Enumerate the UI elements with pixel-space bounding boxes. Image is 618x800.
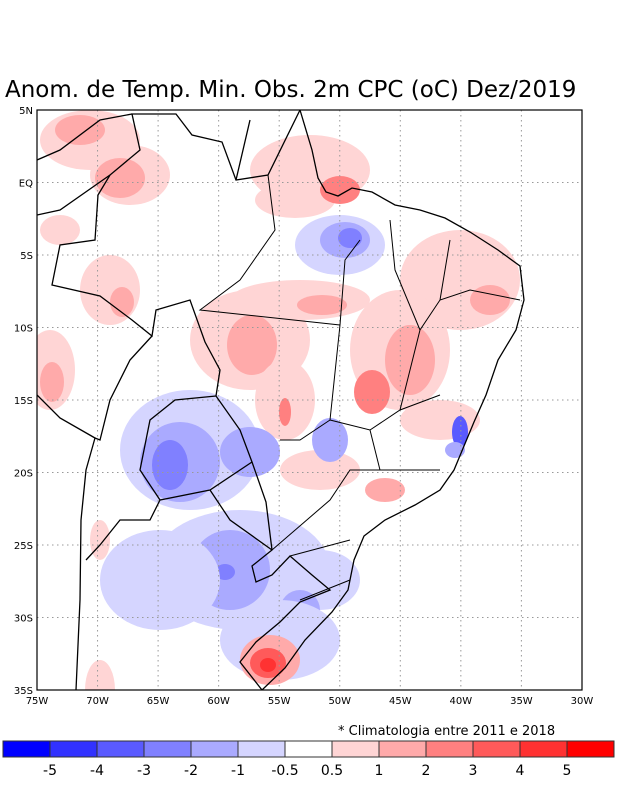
colorbar-swatch [190, 740, 239, 758]
anomaly-contour [220, 427, 280, 477]
anomaly-contour [80, 255, 140, 325]
map-title: Anom. de Temp. Min. Obs. 2m CPC (oC) Dez… [5, 77, 576, 103]
lat-tick-label: 25S [14, 541, 33, 552]
lon-tick-label: 40W [450, 696, 473, 707]
anomaly-contour [338, 228, 362, 248]
anomaly-contour [110, 287, 134, 317]
anomaly-contour [297, 295, 347, 315]
anomaly-contour [215, 564, 235, 580]
climatology-note: * Climatologia entre 2011 e 2018 [338, 724, 555, 739]
anomaly-contour [470, 285, 510, 315]
anomaly-contour [40, 215, 80, 245]
anomaly-contour [279, 398, 291, 426]
lon-tick-label: 55W [268, 696, 291, 707]
country-borders [37, 113, 273, 561]
lon-tick-label: 35W [510, 696, 533, 707]
colorbar-swatch [284, 740, 333, 758]
anomaly-contour [90, 520, 110, 560]
colorbar-swatch [96, 740, 145, 758]
anomaly-contour [95, 158, 145, 198]
lat-tick-label: 5N [19, 106, 33, 117]
colorbar-label: 0.5 [321, 763, 343, 779]
lat-tick-label: 35S [14, 686, 33, 697]
anomaly-contour [100, 530, 220, 630]
colorbar: -5 -4 -3 -2 -1 -0.5 0.5 1 2 3 4 5 [2, 740, 615, 779]
lon-tick-label: 45W [389, 696, 412, 707]
state-borders [198, 174, 521, 601]
lat-tick-label: 20S [14, 469, 33, 480]
anomaly-contour [40, 362, 64, 402]
lon-tick-label: 75W [26, 696, 49, 707]
anomaly-field [37, 110, 520, 690]
anomaly-contour [365, 478, 405, 502]
colorbar-swatch [237, 740, 286, 758]
anomaly-contour [227, 315, 277, 375]
colorbar-label: 2 [422, 763, 431, 779]
colorbar-label: -1 [231, 763, 245, 779]
colorbar-label: -0.5 [271, 763, 298, 779]
colorbar-label: -5 [43, 763, 57, 779]
lon-tick-label: 70W [86, 696, 109, 707]
colorbar-label: 3 [469, 763, 478, 779]
colorbar-swatch [331, 740, 380, 758]
colorbar-swatch [425, 740, 474, 758]
anomaly-contour [260, 658, 276, 672]
anomaly-contour [385, 325, 435, 395]
lon-tick-label: 50W [328, 696, 351, 707]
anomaly-contour [255, 182, 335, 218]
colorbar-swatch [519, 740, 568, 758]
lon-tick-label: 60W [207, 696, 230, 707]
colorbar-label: -3 [137, 763, 151, 779]
map-frame [36, 109, 583, 691]
colorbar-label: -2 [184, 763, 198, 779]
lon-tick-label: 65W [147, 696, 170, 707]
colorbar-swatch [49, 740, 98, 758]
anomaly-contour [55, 115, 105, 145]
anomaly-contour [85, 660, 115, 690]
colorbar-swatch [566, 740, 615, 758]
coastline [261, 110, 525, 690]
colorbar-label: 1 [375, 763, 384, 779]
lat-tick-label: 10S [14, 324, 33, 335]
lat-tick-label: EQ [19, 179, 33, 190]
colorbar-label: -4 [90, 763, 104, 779]
lat-tick-label: 30S [14, 614, 33, 625]
colorbar-label: 5 [563, 763, 572, 779]
pacific-coastline [37, 394, 96, 690]
brazil-border [51, 110, 332, 690]
lat-tick-label: 5S [20, 251, 33, 262]
anomaly-contour [312, 418, 348, 462]
colorbar-swatch [378, 740, 427, 758]
colorbar-swatch [143, 740, 192, 758]
anomaly-contour [452, 416, 468, 448]
lat-tick-label: 15S [14, 396, 33, 407]
colorbar-swatch [2, 740, 51, 758]
anomaly-contour [152, 440, 188, 490]
colorbar-label: 4 [516, 763, 525, 779]
colorbar-swatch [472, 740, 521, 758]
lon-tick-label: 30W [571, 696, 594, 707]
anomaly-contour [354, 370, 390, 414]
